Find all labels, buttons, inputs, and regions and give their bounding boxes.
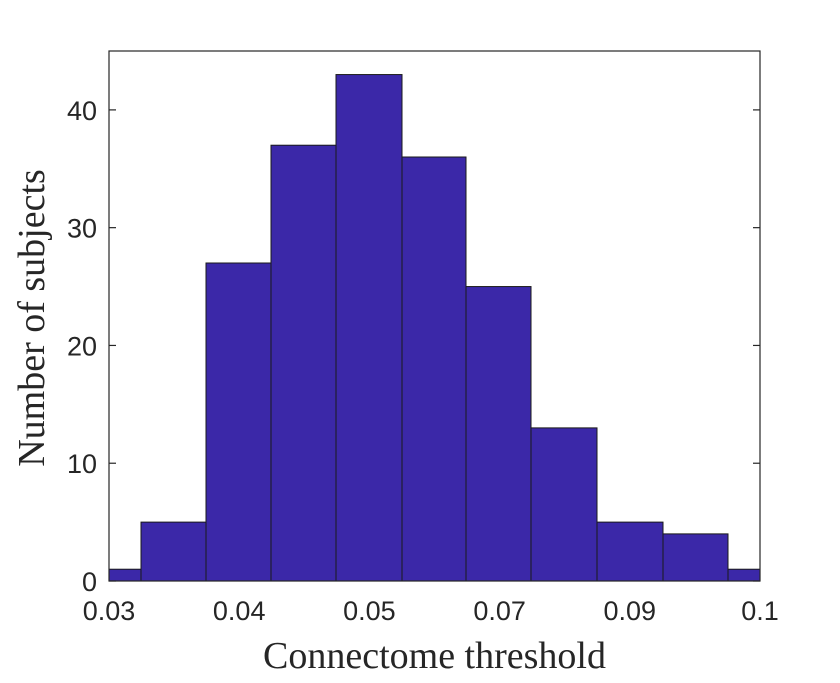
- histogram-bar: [530, 427, 598, 582]
- histogram-bar: [108, 568, 142, 582]
- ticks-group: [109, 109, 760, 582]
- plot-frame: [108, 50, 761, 582]
- x-tick-label: 0.05: [343, 596, 396, 626]
- histogram-bar: [205, 262, 272, 582]
- bars-group: [108, 74, 761, 582]
- x-axis-label: Connectome threshold: [263, 635, 606, 677]
- x-tick-label: 0.04: [213, 596, 266, 626]
- x-tick-label: 0.1: [741, 596, 779, 626]
- y-tick-label: 30: [67, 214, 97, 244]
- tick-labels-group: 0 10 20 30 40 0.03 0.04 0.05 0.07 0.09 0.1: [67, 96, 779, 626]
- histogram-bar: [727, 568, 761, 582]
- histogram-bar: [662, 533, 729, 582]
- histogram-bar: [465, 286, 532, 582]
- y-axis-label: Number of subjects: [11, 169, 53, 467]
- y-tick-label: 40: [67, 96, 97, 126]
- x-tick-label: 0.03: [83, 596, 136, 626]
- histogram-bar: [401, 156, 467, 582]
- histogram-bar: [596, 521, 664, 582]
- histogram-bar: [270, 144, 337, 582]
- y-tick-label: 0: [82, 567, 97, 597]
- histogram-bar: [335, 74, 403, 582]
- x-tick-label: 0.07: [473, 596, 526, 626]
- histogram-bar: [140, 521, 207, 582]
- y-tick-label: 20: [67, 331, 97, 361]
- y-tick-label: 10: [67, 449, 97, 479]
- x-tick-label: 0.09: [604, 596, 657, 626]
